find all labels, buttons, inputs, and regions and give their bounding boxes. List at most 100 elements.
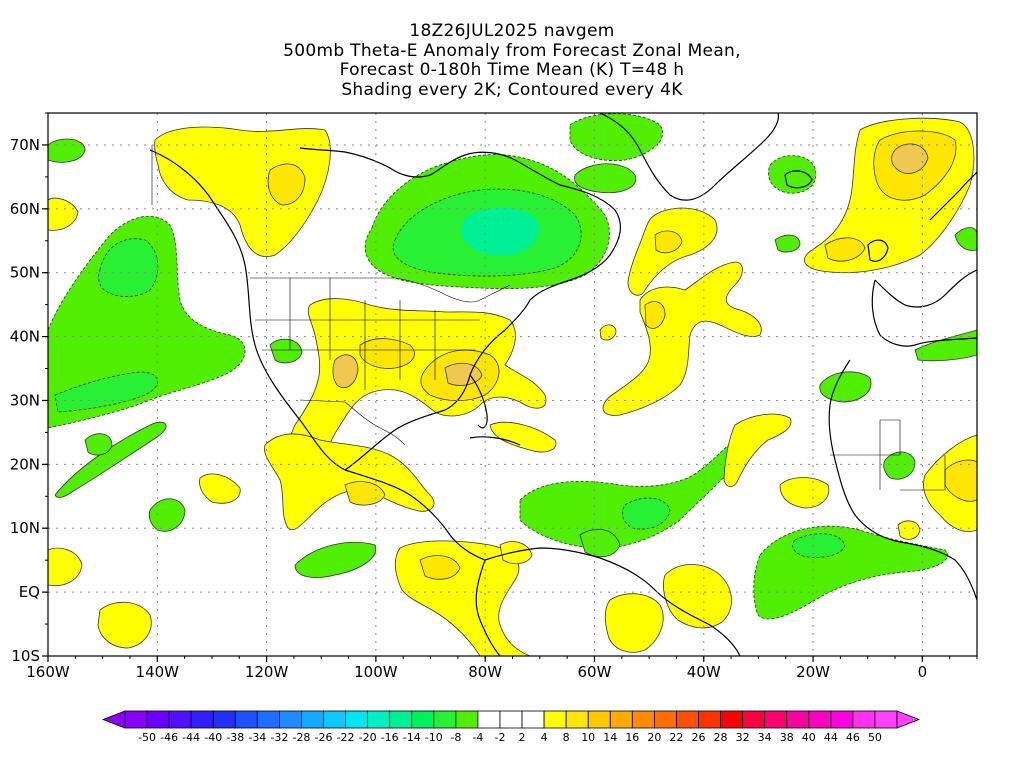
colorbar-label: -34 <box>248 731 266 744</box>
east-pacific-equatorial-warm <box>97 601 152 649</box>
west-africa-warm-anomaly <box>779 477 830 509</box>
iceland-coastline <box>784 170 813 189</box>
colorbar-swatch <box>477 710 501 729</box>
colorbar-label: 8 <box>563 731 570 744</box>
colorbar-label: -28 <box>292 731 310 744</box>
lat-tick-label: 40N <box>10 328 40 346</box>
cold-anomaly-regions <box>48 113 977 620</box>
colorbar-label: 34 <box>758 731 772 744</box>
political-boundaries <box>151 145 946 491</box>
us-state-lines-2 <box>255 319 480 351</box>
lon-tick-label: 20W <box>796 663 830 681</box>
colorbar-swatch <box>433 710 457 729</box>
warm-anomaly-regions <box>48 117 977 656</box>
pacific-west-warm <box>48 197 79 231</box>
colorbar-label: -20 <box>359 731 377 744</box>
lon-tick-label: 120W <box>245 663 289 681</box>
mexico-warm-core <box>344 481 386 506</box>
colorbar-swatch <box>609 710 633 729</box>
europe-warm-south <box>824 237 866 262</box>
colorbar-label: 22 <box>669 731 683 744</box>
sahara-cold-blob <box>883 451 916 480</box>
colorbar-swatch <box>212 710 236 729</box>
colorbar-label: 38 <box>780 731 794 744</box>
colorbar-swatch <box>786 710 810 729</box>
colorbar-label: 4 <box>541 731 548 744</box>
colorbar-swatch <box>565 710 589 729</box>
title-line-3: Forecast 0-180h Time Mean (K) T=48 h <box>339 60 685 80</box>
colorbar-label: 32 <box>736 731 750 744</box>
europe-coastline <box>871 269 977 347</box>
us-state-lines-1 <box>289 278 436 390</box>
africa-coastline <box>828 359 977 601</box>
colorbar-swatch <box>367 710 391 729</box>
south-america-coastline <box>475 547 741 656</box>
north-america-coastline <box>149 147 622 561</box>
colorbar-swatch <box>521 710 545 729</box>
iberia-cold-anomaly <box>914 329 977 362</box>
central-atlantic-warm-core <box>644 301 666 329</box>
lat-tick-label: 20N <box>10 455 40 473</box>
lon-tick-label: 100W <box>354 663 398 681</box>
lon-tick-label: 40W <box>687 663 721 681</box>
colorbar-swatch <box>808 710 832 729</box>
colorbar-arrow-left <box>101 710 126 729</box>
southwest-warm-core <box>332 354 359 389</box>
florida-warm-small <box>489 421 557 453</box>
colorbar-swatch <box>543 710 567 729</box>
map-plot-area <box>48 113 977 656</box>
colorbar-swatch <box>587 710 611 729</box>
colorbar-label: 20 <box>647 731 661 744</box>
colorbar-arrow-right <box>896 710 921 729</box>
lat-tick-label: 10S <box>11 647 40 665</box>
subtropical-atlantic-warm-band <box>723 413 792 487</box>
colorbar-swatch <box>698 710 721 729</box>
colorbar-label: 44 <box>824 731 838 744</box>
us-warm-core-central <box>359 338 415 369</box>
lat-tick-label: 30N <box>10 391 40 409</box>
colorbar-swatch <box>411 710 435 729</box>
title-line-4: Shading every 2K; Contoured every 4K <box>341 79 683 100</box>
colorbar-swatch <box>146 710 170 729</box>
colorbar-label: 46 <box>846 731 860 744</box>
lat-tick-label: EQ <box>19 583 40 601</box>
colorbar-swatch <box>124 710 148 729</box>
colorbar-label: -2 <box>494 731 505 744</box>
east-pacific-warm-2 <box>48 547 83 587</box>
colorbar-label: 40 <box>802 731 816 744</box>
title-line-2: 500mb Theta-E Anomaly from Forecast Zona… <box>283 40 741 61</box>
alaska-warm-anomaly <box>154 126 331 257</box>
lat-tick-label: 60N <box>10 200 40 218</box>
scandinavia-coastline <box>929 171 977 221</box>
mexico-warm-anomaly <box>264 433 435 531</box>
colorbar-swatch <box>323 710 346 729</box>
colorbar-label: -14 <box>403 731 421 744</box>
colorbar-label: -50 <box>138 731 156 744</box>
lon-tick-label: 0 <box>918 663 928 681</box>
colorbar-label: -4 <box>472 731 483 744</box>
coastlines <box>149 113 977 656</box>
colorbar-label: -40 <box>204 731 222 744</box>
central-atlantic-warm <box>602 261 762 416</box>
colombia-warm-small <box>499 541 533 565</box>
colorbar-label: 28 <box>714 731 728 744</box>
lon-tick-label: 60W <box>578 663 612 681</box>
greenland-coastline <box>599 113 780 201</box>
colorbar-swatch <box>653 710 677 729</box>
colorbar-swatch <box>278 710 302 729</box>
africa-borders <box>830 419 946 491</box>
pacific-cold-anomaly <box>48 216 246 429</box>
colorbar-swatch <box>631 710 655 729</box>
lon-tick-label: 80W <box>468 663 502 681</box>
colorbar-swatch <box>389 710 413 729</box>
colorbar-label: 14 <box>603 731 617 744</box>
colorbar-label: 26 <box>691 731 705 744</box>
alaska-warm-core <box>267 163 306 206</box>
central-africa-warm-core <box>944 459 977 502</box>
us-west-cold-anomaly <box>269 338 303 364</box>
colorbar-label: 2 <box>519 731 526 744</box>
north-atlantic-warm-core <box>654 230 683 254</box>
title-line-1: 18Z26JUL2025 navgem <box>409 21 615 41</box>
caribbean-warm-core <box>419 555 461 580</box>
